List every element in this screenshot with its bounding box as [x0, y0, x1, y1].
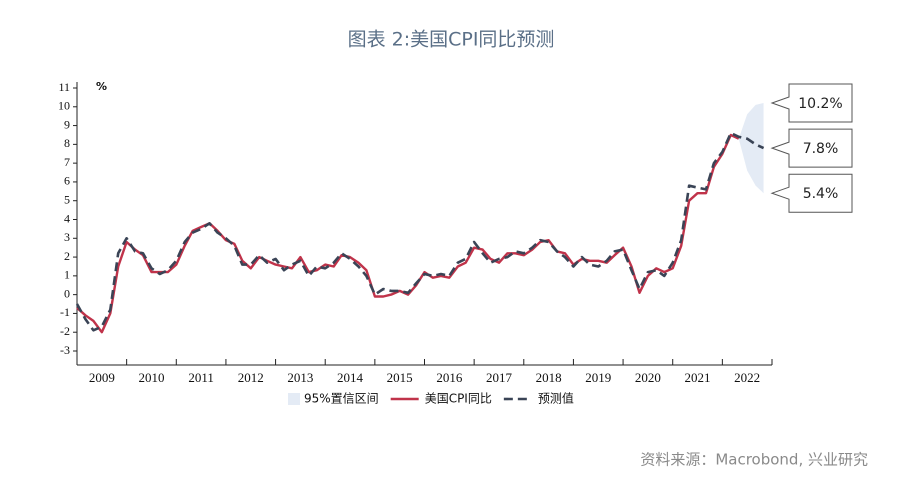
x-tick-label: 2009 — [89, 370, 115, 385]
y-tick-label: 6 — [64, 174, 70, 188]
y-tick-label: -2 — [60, 324, 70, 338]
callout-label: 5.4% — [803, 186, 839, 202]
y-tick-label: 8 — [64, 136, 70, 150]
legend-label: 预测值 — [538, 391, 574, 406]
y-axis-label: % — [96, 80, 107, 93]
callout-label: 7.8% — [803, 141, 839, 157]
x-tick-label: 2017 — [486, 370, 513, 385]
source: 资料来源：Macrobond, 兴业研究 — [640, 451, 868, 469]
y-tick-label: 11 — [58, 80, 70, 94]
y-tick-label: 7 — [64, 155, 70, 169]
x-tick-label: 2013 — [287, 370, 313, 385]
x-tick-label: 2021 — [685, 370, 711, 385]
y-tick-label: 4 — [64, 211, 70, 225]
x-tick-label: 2014 — [337, 370, 364, 385]
confidence-band — [738, 103, 764, 194]
callout-box — [770, 128, 853, 168]
x-tick-label: 2020 — [635, 370, 661, 385]
y-tick-label: -1 — [60, 305, 70, 319]
y-tick-label: 3 — [64, 230, 70, 244]
x-tick-label: 2011 — [188, 370, 214, 385]
y-tick-label: 5 — [64, 192, 70, 206]
x-tick-label: 2018 — [536, 370, 562, 385]
legend-label: 美国CPI同比 — [425, 392, 492, 406]
x-tick-label: 2010 — [138, 370, 164, 385]
x-tick-label: 2015 — [387, 370, 413, 385]
callout-box — [770, 83, 853, 123]
callout-box — [770, 173, 853, 213]
forecast-line — [75, 131, 765, 332]
chart-title: 图表 2:美国CPI同比预测 — [348, 29, 555, 51]
callout-label: 10.2% — [798, 96, 842, 112]
y-tick-label: -3 — [60, 343, 70, 357]
legend-swatch — [288, 393, 300, 405]
x-tick-label: 2012 — [238, 370, 264, 385]
y-tick-label: 9 — [64, 117, 70, 131]
legend-label: 95%置信区间 — [304, 392, 379, 406]
cpi-line — [76, 133, 740, 334]
y-tick-label: 10 — [58, 99, 70, 113]
x-tick-label: 2019 — [585, 370, 611, 385]
y-tick-label: 2 — [64, 249, 70, 263]
x-tick-label: 2022 — [734, 370, 760, 385]
y-tick-label: 0 — [64, 286, 70, 300]
y-tick-label: 1 — [64, 268, 70, 282]
x-tick-label: 2016 — [436, 370, 463, 385]
